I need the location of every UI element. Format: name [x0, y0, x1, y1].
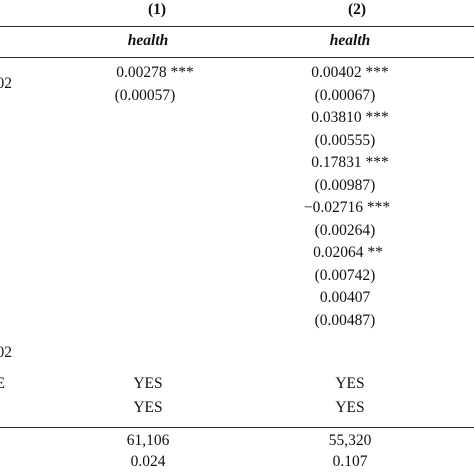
col2-se-1: (0.00067)	[314, 87, 376, 104]
col2-se-5: (0.00742)	[314, 267, 376, 284]
col2-se-3: (0.00987)	[314, 177, 376, 194]
col1-se-1: (0.00057)	[114, 87, 176, 104]
row-label-1: 02	[0, 75, 12, 92]
col1-fe-1: YES	[133, 375, 163, 392]
col1-fe-2: YES	[133, 399, 163, 416]
col2-coef-1: 0.00402 ***	[311, 64, 389, 81]
header-rule	[0, 26, 474, 27]
col2-se-4: (0.00264)	[314, 222, 376, 239]
row-label-10: 02	[0, 344, 12, 361]
col2-coef-6: 0.00407	[319, 289, 371, 306]
subheader-rule	[0, 57, 474, 58]
column-header-1: (1)	[147, 1, 167, 18]
dependent-variable-2: health	[329, 32, 371, 49]
col2-observations: 55,320	[328, 432, 372, 449]
col2-se-6: (0.00487)	[314, 312, 376, 329]
stats-rule	[0, 427, 474, 428]
col1-r-squared: 0.024	[130, 453, 166, 470]
col2-coef-3: 0.17831 ***	[311, 154, 389, 171]
col2-coef-2: 0.03810 ***	[311, 109, 389, 126]
col2-se-2: (0.00555)	[314, 132, 376, 149]
col2-fe-1: YES	[335, 375, 365, 392]
col2-fe-2: YES	[335, 399, 365, 416]
col2-coef-5: 0.02064 **	[313, 244, 383, 261]
dependent-variable-1: health	[127, 32, 169, 49]
column-header-2: (2)	[347, 1, 367, 18]
col2-coef-4: −0.02716 ***	[303, 199, 391, 216]
col1-coef-1: 0.00278 ***	[116, 64, 194, 81]
col1-observations: 61,106	[126, 432, 170, 449]
col2-r-squared: 0.107	[332, 453, 368, 470]
row-label-fe1: E	[0, 375, 5, 392]
